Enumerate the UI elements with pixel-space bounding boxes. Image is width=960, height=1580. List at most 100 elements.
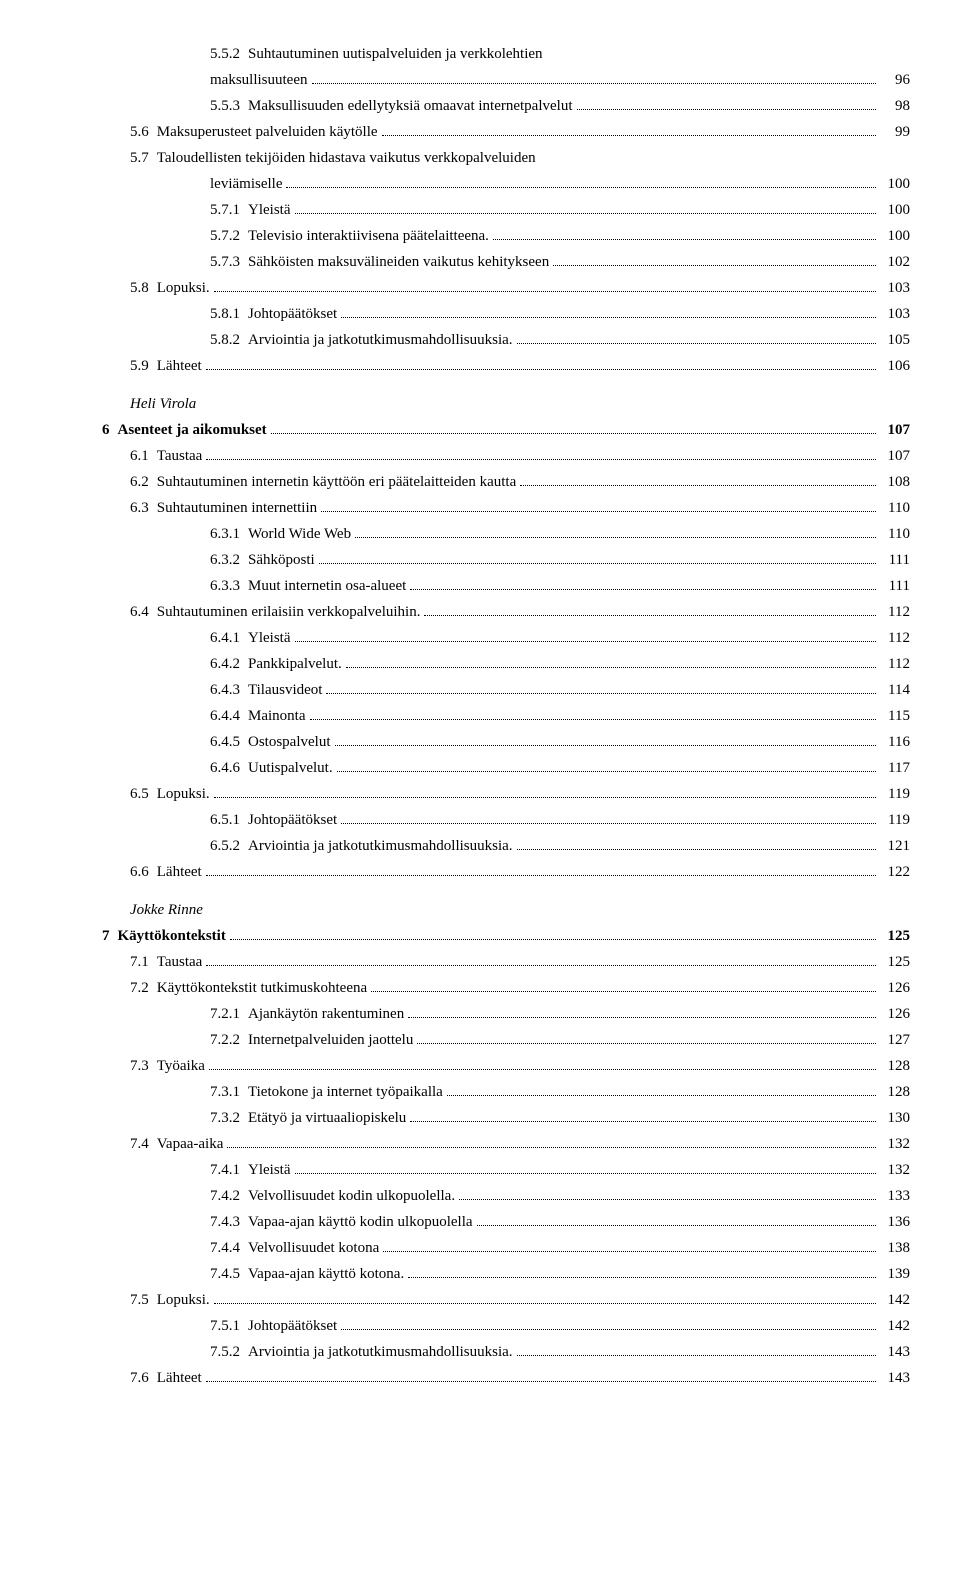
toc-entry: 6.4.1Yleistä112 [50, 626, 910, 650]
toc-page-number: 142 [880, 1288, 910, 1312]
toc-title: Lähteet [157, 354, 202, 378]
toc-leader-dots [206, 1381, 876, 1382]
toc-page-number: 125 [880, 950, 910, 974]
toc-leader-dots [227, 1147, 876, 1148]
toc-number: 7.4.4 [210, 1236, 240, 1260]
toc-page-number: 111 [880, 548, 910, 572]
toc-title: Vapaa-aika [157, 1132, 224, 1156]
toc-leader-dots [346, 667, 876, 668]
toc-title: Arviointia ja jatkotutkimusmahdollisuuks… [248, 328, 513, 352]
toc-entry: 6.1Taustaa107 [50, 444, 910, 468]
toc-title: Maksullisuuden edellytyksiä omaavat inte… [248, 94, 573, 118]
toc-number: 6.3.1 [210, 522, 240, 546]
toc-leader-dots [321, 511, 876, 512]
toc-entry: maksullisuuteen96 [50, 68, 910, 92]
toc-leader-dots [214, 797, 876, 798]
toc-number: 7.2.1 [210, 1002, 240, 1026]
toc-page-number: 112 [880, 600, 910, 624]
toc-page-number: 132 [880, 1132, 910, 1156]
toc-number: 6.4.3 [210, 678, 240, 702]
toc-leader-dots [206, 369, 876, 370]
toc-number: 7.3 [130, 1054, 149, 1078]
toc-title: Johtopäätökset [248, 1314, 337, 1338]
toc-page-number: 138 [880, 1236, 910, 1260]
toc-title: Uutispalvelut. [248, 756, 333, 780]
toc-title: Yleistä [248, 1158, 291, 1182]
toc-entry: 6.4.5Ostospalvelut116 [50, 730, 910, 754]
toc-page-number: 103 [880, 276, 910, 300]
toc-leader-dots [326, 693, 876, 694]
toc-title: Käyttökontekstit tutkimuskohteena [157, 976, 367, 1000]
toc-number: 6.1 [130, 444, 149, 468]
toc-number: 5.7.1 [210, 198, 240, 222]
author-line: Heli Virola [50, 392, 910, 416]
toc-page-number: 100 [880, 198, 910, 222]
toc-number: 7.4.3 [210, 1210, 240, 1234]
toc-page-number: 110 [880, 522, 910, 546]
toc-leader-dots [477, 1225, 876, 1226]
toc-title: Suhtautuminen erilaisiin verkkopalveluih… [157, 600, 421, 624]
toc-number: 6.5.2 [210, 834, 240, 858]
toc-leader-dots [206, 875, 876, 876]
toc-number: 6.4.4 [210, 704, 240, 728]
toc-leader-dots [286, 187, 876, 188]
toc-page-number: 110 [880, 496, 910, 520]
toc-entry: 6.3Suhtautuminen internettiin110 [50, 496, 910, 520]
toc-number: 6.4 [130, 600, 149, 624]
toc-title: maksullisuuteen [210, 68, 308, 92]
toc-title: Mainonta [248, 704, 306, 728]
toc-leader-dots [295, 641, 877, 642]
toc-page-number: 99 [880, 120, 910, 144]
toc-entry: 5.7.3Sähköisten maksuvälineiden vaikutus… [50, 250, 910, 274]
toc-entry: 6.3.3Muut internetin osa-alueet111 [50, 574, 910, 598]
toc-page-number: 100 [880, 224, 910, 248]
toc-title: Ajankäytön rakentuminen [248, 1002, 404, 1026]
toc-leader-dots [408, 1277, 876, 1278]
toc-leader-dots [335, 745, 877, 746]
toc-title: Johtopäätökset [248, 808, 337, 832]
toc-number: 7.4 [130, 1132, 149, 1156]
toc-title: Lähteet [157, 1366, 202, 1390]
toc-page-number: 125 [880, 924, 910, 948]
toc-entry: 6.4 Suhtautuminen erilaisiin verkkopalvel… [50, 600, 910, 624]
toc-number: 7.6 [130, 1366, 149, 1390]
toc-number: 5.7.2 [210, 224, 240, 248]
toc-number: 6.3.2 [210, 548, 240, 572]
toc-entry: 6Asenteet ja aikomukset107 [50, 418, 910, 442]
toc-leader-dots [553, 265, 876, 266]
toc-entry: 6.5.1Johtopäätökset119 [50, 808, 910, 832]
toc-number: 7.5 [130, 1288, 149, 1312]
toc-leader-dots [355, 537, 876, 538]
toc-page-number: 105 [880, 328, 910, 352]
toc-entry: 6.4.4Mainonta115 [50, 704, 910, 728]
toc-entry: 6.4.6Uutispalvelut.117 [50, 756, 910, 780]
toc-leader-dots [295, 1173, 877, 1174]
toc-title: Lopuksi. [157, 1288, 210, 1312]
toc-entry: leviämiselle100 [50, 172, 910, 196]
toc-leader-dots [214, 291, 876, 292]
toc-title: Suhtautuminen internettiin [157, 496, 317, 520]
toc-page-number: 128 [880, 1080, 910, 1104]
toc-page-number: 112 [880, 652, 910, 676]
toc-number: 7.4.5 [210, 1262, 240, 1286]
toc-leader-dots [206, 459, 876, 460]
toc-page-number: 126 [880, 976, 910, 1000]
toc-leader-dots [382, 135, 876, 136]
toc-number: 7.5.2 [210, 1340, 240, 1364]
toc-entry: 7.2.1Ajankäytön rakentuminen126 [50, 1002, 910, 1026]
toc-entry: 6.2Suhtautuminen internetin käyttöön eri… [50, 470, 910, 494]
toc-number: 7 [102, 924, 110, 948]
toc-leader-dots [447, 1095, 876, 1096]
toc-page-number: 108 [880, 470, 910, 494]
toc-leader-dots [517, 343, 876, 344]
toc-number: 6.4.6 [210, 756, 240, 780]
toc-leader-dots [214, 1303, 876, 1304]
toc-number: 5.6 [130, 120, 149, 144]
toc-title: Vapaa-ajan käyttö kotona. [248, 1262, 404, 1286]
toc-title: Maksuperusteet palveluiden käytölle [157, 120, 378, 144]
toc-title: Velvollisuudet kodin ulkopuolella. [248, 1184, 455, 1208]
toc-leader-dots [319, 563, 876, 564]
toc-entry: 5.7.2Televisio interaktiivisena päätelai… [50, 224, 910, 248]
toc-title: Taustaa [157, 444, 203, 468]
toc-number: 6 [102, 418, 110, 442]
